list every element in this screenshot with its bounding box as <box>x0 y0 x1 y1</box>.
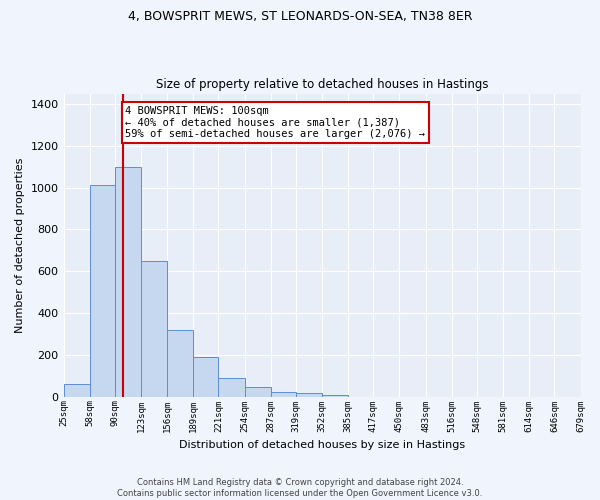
Bar <box>89 185 115 396</box>
Bar <box>245 387 271 396</box>
Text: 4 BOWSPRIT MEWS: 100sqm
← 40% of detached houses are smaller (1,387)
59% of semi: 4 BOWSPRIT MEWS: 100sqm ← 40% of detache… <box>125 106 425 140</box>
Title: Size of property relative to detached houses in Hastings: Size of property relative to detached ho… <box>156 78 488 91</box>
Bar <box>296 393 322 396</box>
Bar <box>167 330 193 396</box>
Bar <box>218 378 245 396</box>
X-axis label: Distribution of detached houses by size in Hastings: Distribution of detached houses by size … <box>179 440 465 450</box>
Bar <box>193 356 218 397</box>
Bar <box>322 394 348 396</box>
Text: 4, BOWSPRIT MEWS, ST LEONARDS-ON-SEA, TN38 8ER: 4, BOWSPRIT MEWS, ST LEONARDS-ON-SEA, TN… <box>128 10 472 23</box>
Bar <box>115 166 141 396</box>
Bar <box>271 392 296 396</box>
Bar <box>141 261 167 396</box>
Y-axis label: Number of detached properties: Number of detached properties <box>15 158 25 333</box>
Bar <box>64 384 89 396</box>
Text: Contains HM Land Registry data © Crown copyright and database right 2024.
Contai: Contains HM Land Registry data © Crown c… <box>118 478 482 498</box>
